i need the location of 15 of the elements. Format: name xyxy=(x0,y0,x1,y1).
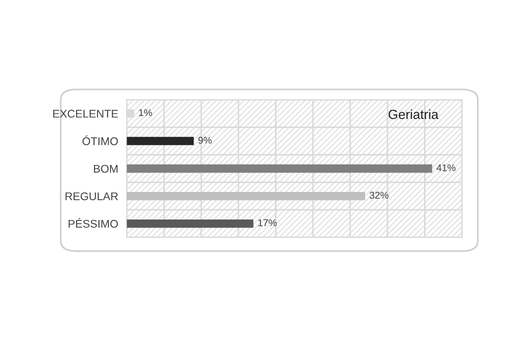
bar xyxy=(126,219,254,228)
bar xyxy=(126,136,194,146)
data-label: 1% xyxy=(139,109,152,116)
y-tick-label: BOM xyxy=(94,164,118,173)
data-label: 17% xyxy=(258,219,277,226)
y-tick-label: REGULAR xyxy=(66,192,118,200)
text: Geriatria xyxy=(388,109,439,120)
data-label: 9% xyxy=(198,136,212,144)
bar xyxy=(126,192,366,200)
y-tick-label: PÉSSIMO xyxy=(68,218,118,228)
data-label: 41% xyxy=(436,164,456,172)
y-tick-label: EXCELENTE xyxy=(53,110,118,118)
bar xyxy=(126,164,432,173)
data-label: 32% xyxy=(370,192,388,199)
y-tick-label: ÓTIMO xyxy=(82,135,118,146)
